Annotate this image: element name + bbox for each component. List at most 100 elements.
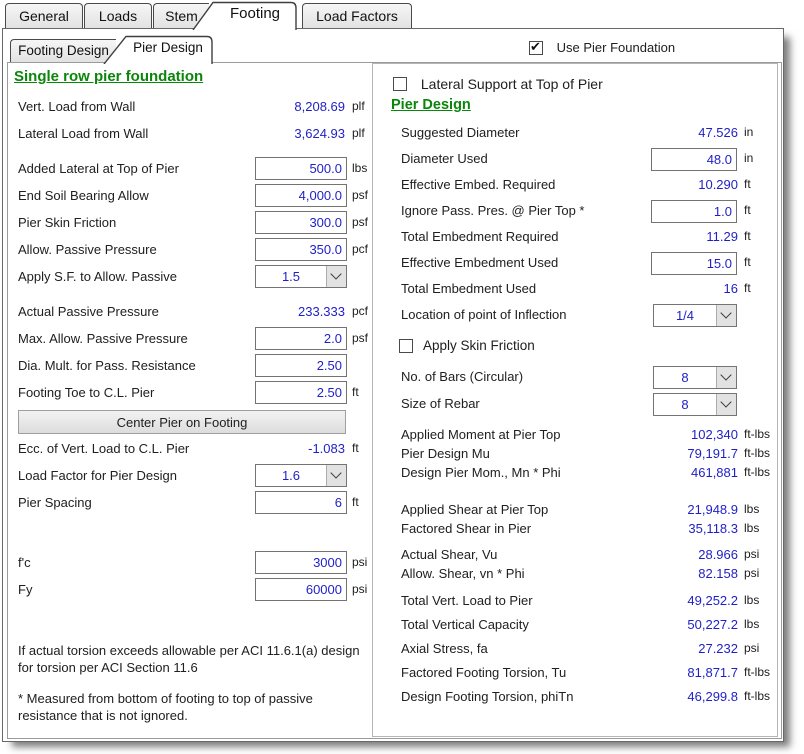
field-value: 461,881 — [691, 465, 738, 480]
field-label: Actual Shear, Vu — [401, 547, 498, 562]
row-allow-passive-pressure: Allow. Passive Pressure pcf — [14, 237, 368, 264]
pier-design-heading: Pier Design — [391, 97, 471, 113]
torsion-note: If actual torsion exceeds allowable per … — [18, 643, 360, 675]
row-factored-shear-in-pier: Factored Shear in Pier 35,118.3 lbs — [391, 519, 759, 538]
chevron-down-icon[interactable] — [716, 367, 736, 388]
row-effective-embedment-used: Effective Embedment Used ft — [391, 251, 751, 277]
field-unit: psi — [352, 555, 368, 569]
field-unit: plf — [352, 126, 365, 140]
input-pier-spacing[interactable] — [255, 491, 347, 514]
field-label: Applied Moment at Pier Top — [401, 427, 561, 442]
use-pier-foundation-checkbox[interactable] — [529, 39, 543, 55]
apply-skin-friction-checkbox[interactable] — [399, 338, 413, 353]
lateral-support-row: Lateral Support at Top of Pier — [393, 75, 743, 95]
field-label: Applied Shear at Pier Top — [401, 502, 549, 517]
field-label: Total Vert. Load to Pier — [401, 593, 533, 608]
field-label: Ignore Pass. Pres. @ Pier Top * — [401, 203, 585, 218]
row-load-factor-for-pier-design: Load Factor for Pier Design 1.6 — [14, 463, 348, 490]
row-total-embedment-used: Total Embedment Used 16 ft — [391, 277, 751, 303]
field-value: 3,624.93 — [294, 126, 345, 141]
field-unit: plf — [352, 99, 365, 113]
tab-loads[interactable]: Loads — [84, 3, 152, 28]
row-location-of-point-of-inflection: Location of point of Inflection 1/4 — [391, 303, 743, 329]
field-label: Load Factor for Pier Design — [18, 468, 177, 483]
row-design-footing-torsion-phitn: Design Footing Torsion, phiTn 46,299.8 ft-… — [391, 685, 770, 709]
field-value: 35,118.3 — [688, 521, 738, 536]
field-label: Lateral Load from Wall — [18, 126, 149, 141]
row-center-pier-on-footing: Center Pier on Footing — [14, 410, 348, 434]
lateral-support-checkbox[interactable] — [393, 77, 407, 92]
input-f-c[interactable] — [255, 551, 347, 574]
field-value: 49,252.2 — [687, 593, 738, 608]
input-footing-toe-to-c-l-pier[interactable] — [255, 381, 347, 404]
row-total-vert-load-to-pier: Total Vert. Load to Pier 49,252.2 lbs — [391, 589, 759, 613]
chevron-down-icon[interactable] — [716, 394, 736, 415]
input-effective-embedment-used[interactable] — [651, 252, 737, 275]
field-unit: pcf — [352, 304, 369, 318]
field-label: f'c — [18, 555, 31, 570]
field-value: 50,227.2 — [687, 617, 738, 632]
field-unit: ft — [744, 203, 751, 217]
input-max-allow-passive-pressure[interactable] — [255, 327, 347, 350]
row-added-lateral-at-top-of-pier: Added Lateral at Top of Pier lbs — [14, 156, 367, 183]
tab-pier-design[interactable]: Pier Design — [96, 34, 218, 64]
row-pier-skin-friction: Pier Skin Friction psf — [14, 210, 368, 237]
input-dia-mult-for-pass-resistance[interactable] — [255, 354, 347, 377]
field-label: Suggested Diameter — [401, 125, 520, 140]
row-actual-shear-vu: Actual Shear, Vu 28.966 psi — [391, 545, 759, 564]
field-unit: psf — [352, 215, 369, 229]
input-pier-skin-friction[interactable] — [255, 211, 347, 234]
input-allow-passive-pressure[interactable] — [255, 238, 347, 261]
field-label: Total Embedment Used — [401, 281, 537, 296]
tab-load-factors[interactable]: Load Factors — [302, 3, 412, 28]
tab-footing-design[interactable]: Footing Design — [10, 39, 116, 62]
input-end-soil-bearing-allow[interactable] — [255, 184, 347, 207]
field-value: 82.158 — [698, 566, 738, 581]
row-axial-stress-fa: Axial Stress, fa 27.232 psi — [391, 637, 759, 661]
row-vert-load-from-wall: Vert. Load from Wall 8,208.69 plf — [14, 94, 365, 121]
field-unit: pcf — [352, 242, 369, 256]
center-pier-on-footing-button[interactable]: Center Pier on Footing — [18, 410, 346, 434]
combo-apply-s-f-to-allow-passive[interactable]: 1.5 — [255, 265, 347, 288]
input-ignore-pass-pres-pier-top[interactable] — [651, 200, 737, 223]
tab-general[interactable]: General — [5, 3, 83, 28]
chevron-down-icon[interactable] — [716, 305, 736, 326]
field-unit: in — [744, 151, 754, 165]
combo-size-of-rebar[interactable]: 8 — [653, 393, 737, 416]
field-value: 21,948.9 — [687, 502, 738, 517]
field-group: Total Vert. Load to Pier 49,252.2 lbs Total… — [391, 589, 770, 709]
field-unit: ft — [744, 281, 751, 295]
combo-location-of-point-of-inflection[interactable]: 1/4 — [653, 304, 737, 327]
field-group: f'c psi Fy psi — [14, 550, 367, 604]
field-group: Center Pier on Footing — [14, 410, 348, 434]
row-ecc-of-vert-load-to-c-l-pier: Ecc. of Vert. Load to C.L. Pier -1.083 ft — [14, 436, 359, 463]
input-diameter-used[interactable] — [651, 148, 737, 171]
field-value: 28.966 — [698, 547, 738, 562]
field-unit: ft-lbs — [744, 446, 771, 460]
input-fy[interactable] — [255, 578, 347, 601]
chevron-down-icon[interactable] — [326, 266, 346, 287]
row-dia-mult-for-pass-resistance: Dia. Mult. for Pass. Resistance — [14, 353, 348, 380]
combo-value: 8 — [681, 370, 689, 385]
field-unit: psf — [352, 331, 369, 345]
field-label: Size of Rebar — [401, 396, 480, 411]
row-pier-design-mu: Pier Design Mu 79,191.7 ft-lbs — [391, 444, 770, 463]
row-applied-moment-at-pier-top: Applied Moment at Pier Top 102,340 ft-lbs — [391, 425, 770, 444]
combo-load-factor-for-pier-design[interactable]: 1.6 — [255, 464, 347, 487]
field-label: Dia. Mult. for Pass. Resistance — [18, 358, 196, 373]
field-value: 233.333 — [298, 304, 345, 319]
row-suggested-diameter: Suggested Diameter 47.526 in — [391, 121, 753, 147]
field-group: Ecc. of Vert. Load to C.L. Pier -1.083 ft L… — [14, 436, 359, 517]
field-label: Pier Skin Friction — [18, 215, 117, 230]
tab-footing[interactable]: Footing — [188, 0, 300, 30]
input-added-lateral-at-top-of-pier[interactable] — [255, 157, 347, 180]
chevron-down-icon[interactable] — [326, 465, 346, 486]
field-unit: ft-lbs — [744, 689, 771, 703]
row-max-allow-passive-pressure: Max. Allow. Passive Pressure psf — [14, 326, 368, 353]
field-label: Footing Toe to C.L. Pier — [18, 385, 155, 400]
field-value: 10.290 — [698, 177, 738, 192]
combo-no-of-bars-circular[interactable]: 8 — [653, 366, 737, 389]
field-unit: psf — [352, 188, 369, 202]
field-group: Vert. Load from Wall 8,208.69 plf Lateral L… — [14, 94, 365, 148]
field-label: Factored Shear in Pier — [401, 521, 532, 536]
